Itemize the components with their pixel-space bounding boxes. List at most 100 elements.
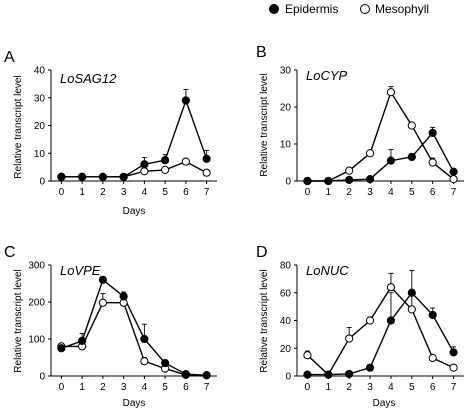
x-tick-label: 0 bbox=[305, 187, 311, 198]
point-mesophyll bbox=[449, 175, 458, 184]
x-tick-label: 4 bbox=[142, 187, 148, 198]
point-epidermis bbox=[98, 172, 107, 181]
y-axis-title: Relative transcript level bbox=[13, 75, 24, 178]
panel-letter: D bbox=[256, 244, 268, 261]
y-tick-label: 30 bbox=[280, 66, 292, 77]
x-tick-label: 0 bbox=[59, 382, 65, 393]
point-epidermis bbox=[181, 96, 190, 105]
point-epidermis bbox=[57, 172, 66, 181]
x-tick-label: 3 bbox=[121, 382, 127, 393]
point-epidermis bbox=[407, 152, 416, 162]
gene-label: LoCYP bbox=[306, 68, 348, 83]
x-tick-label: 0 bbox=[305, 382, 311, 393]
y-tick-label: 20 bbox=[280, 344, 292, 355]
legend-label-epidermis: Epidermis bbox=[285, 2, 338, 16]
point-epidermis bbox=[407, 288, 416, 297]
x-tick-label: 6 bbox=[183, 187, 189, 198]
x-tick-label: 1 bbox=[79, 382, 85, 393]
legend-marker-mesophyll bbox=[360, 4, 370, 14]
gene-label: LoNUC bbox=[306, 263, 349, 278]
point-mesophyll bbox=[386, 283, 396, 292]
x-tick-label: 0 bbox=[59, 187, 65, 198]
x-tick-label: 4 bbox=[142, 382, 148, 393]
point-epidermis bbox=[324, 370, 333, 379]
point-epidermis bbox=[449, 348, 458, 357]
point-epidermis bbox=[78, 336, 87, 345]
x-tick-label: 4 bbox=[388, 382, 394, 393]
series-line-epidermis bbox=[61, 278, 207, 376]
x-tick-label: 2 bbox=[100, 187, 106, 198]
panel-c: C LoVPE Relative transcript level Days 0… bbox=[4, 244, 217, 409]
y-tick-label: 0 bbox=[39, 372, 45, 383]
panel-letter: B bbox=[256, 44, 267, 61]
point-epidermis bbox=[428, 128, 437, 137]
x-tick-label: 7 bbox=[451, 187, 457, 198]
point-epidermis bbox=[119, 172, 128, 181]
y-tick-label: 40 bbox=[280, 316, 292, 327]
y-tick-label: 40 bbox=[34, 66, 46, 77]
point-epidermis bbox=[345, 369, 354, 379]
x-tick-label: 1 bbox=[326, 382, 332, 393]
panel-a: A LoSAG12 Relative transcript level Days… bbox=[4, 49, 217, 217]
gene-label: LoVPE bbox=[60, 263, 101, 278]
panel-letter: C bbox=[4, 244, 16, 261]
y-tick-label: 200 bbox=[28, 298, 45, 309]
x-axis-title: Days bbox=[123, 398, 146, 409]
point-epidermis bbox=[161, 156, 170, 165]
point-epidermis bbox=[119, 292, 128, 301]
x-tick-label: 5 bbox=[409, 382, 415, 393]
legend-label-mesophyll: Mesophyll bbox=[375, 2, 429, 16]
point-epidermis bbox=[345, 175, 354, 184]
x-tick-label: 2 bbox=[100, 382, 106, 393]
y-tick-label: 20 bbox=[280, 103, 292, 114]
series-line-mesophyll bbox=[306, 286, 454, 376]
x-tick-label: 1 bbox=[326, 187, 332, 198]
point-epidermis bbox=[386, 156, 396, 165]
point-epidermis bbox=[78, 172, 87, 181]
point-epidermis bbox=[365, 363, 375, 372]
point-mesophyll bbox=[140, 167, 149, 176]
y-tick-label: 10 bbox=[34, 149, 46, 160]
y-tick-label: 10 bbox=[280, 140, 292, 151]
y-axis-title: Relative transcript level bbox=[259, 269, 270, 372]
panel-d: D LoNUC Relative transcript level Days 0… bbox=[256, 244, 464, 409]
panel-letter: A bbox=[4, 49, 15, 66]
point-epidermis bbox=[140, 160, 149, 169]
point-mesophyll bbox=[181, 157, 190, 166]
x-tick-label: 4 bbox=[388, 187, 394, 198]
point-epidermis bbox=[449, 167, 458, 176]
y-tick-label: 60 bbox=[280, 288, 292, 299]
point-epidermis bbox=[98, 275, 107, 284]
point-mesophyll bbox=[407, 305, 416, 314]
point-mesophyll bbox=[365, 149, 375, 158]
gene-label: LoSAG12 bbox=[60, 71, 117, 86]
point-mesophyll bbox=[303, 351, 312, 360]
x-tick-label: 1 bbox=[79, 187, 85, 198]
point-mesophyll bbox=[345, 334, 354, 343]
x-tick-label: 5 bbox=[162, 187, 168, 198]
x-tick-label: 3 bbox=[367, 382, 373, 393]
y-tick-label: 80 bbox=[280, 261, 292, 272]
x-tick-label: 7 bbox=[451, 382, 457, 393]
x-tick-label: 5 bbox=[162, 382, 168, 393]
x-tick-label: 6 bbox=[183, 382, 189, 393]
point-mesophyll bbox=[365, 316, 375, 325]
x-tick-label: 2 bbox=[346, 187, 352, 198]
point-epidermis bbox=[202, 371, 211, 380]
y-tick-label: 300 bbox=[28, 261, 45, 272]
x-tick-label: 7 bbox=[204, 382, 210, 393]
point-mesophyll bbox=[202, 168, 211, 177]
x-tick-label: 6 bbox=[430, 187, 436, 198]
legend: Epidermis Mesophyll bbox=[269, 2, 429, 16]
y-tick-label: 20 bbox=[34, 121, 46, 132]
point-epidermis bbox=[365, 175, 375, 184]
x-tick-label: 5 bbox=[409, 187, 415, 198]
point-epidermis bbox=[202, 154, 211, 163]
point-mesophyll bbox=[345, 166, 354, 175]
point-epidermis bbox=[181, 370, 190, 379]
point-epidermis bbox=[161, 358, 170, 368]
point-mesophyll bbox=[98, 298, 107, 307]
legend-marker-epidermis bbox=[269, 4, 279, 14]
x-axis-title: Days bbox=[123, 206, 146, 217]
